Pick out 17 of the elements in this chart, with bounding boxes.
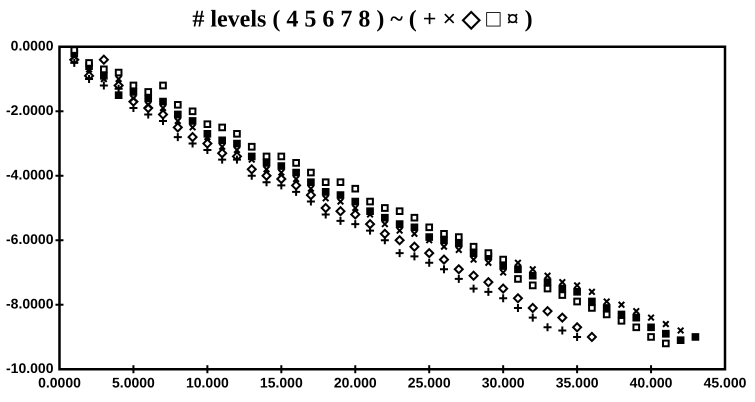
x-tick-label: 5.0000 <box>112 374 156 390</box>
x-tick-label: 35.000 <box>556 374 599 390</box>
x-tick-label: 15.000 <box>260 374 303 390</box>
y-tick-label: -8.0000 <box>6 296 54 312</box>
x-tick-label: 0.0000 <box>38 374 82 390</box>
y-tick-label: -6.0000 <box>6 231 54 248</box>
y-tick-label: 0.0000 <box>10 38 54 54</box>
x-tick-label: 40.000 <box>630 374 673 390</box>
chart-title: # levels ( 4 5 6 7 8 ) ~ ( + × ◇ □ ¤ ) <box>192 6 533 33</box>
y-tick-label: -4.0000 <box>6 166 54 183</box>
x-tick-label: 10.000 <box>186 374 229 390</box>
x-tick-label: 30.000 <box>482 374 525 390</box>
y-tick-label: -10.000 <box>6 360 54 376</box>
x-tick-label: 20.000 <box>334 374 377 390</box>
x-tick-label: 45.000 <box>704 374 747 390</box>
x-tick-label: 25.000 <box>408 374 451 390</box>
y-tick-label: -2.0000 <box>6 102 54 118</box>
